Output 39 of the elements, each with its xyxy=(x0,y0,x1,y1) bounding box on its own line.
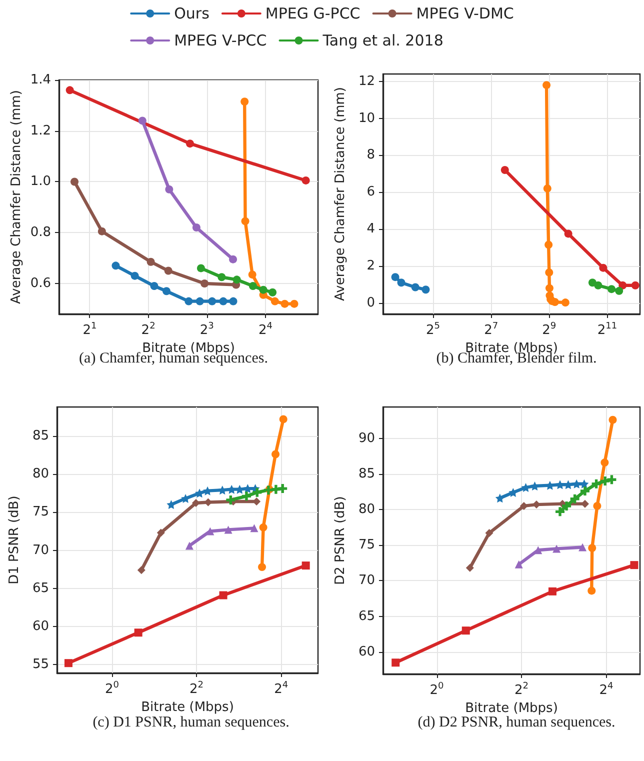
y-axis-title: Average Chamfer Distance (mm) xyxy=(333,87,348,301)
y-tick-label: 2 xyxy=(366,258,375,274)
y-tick-label: 8 xyxy=(366,148,375,163)
y-tick-label: 80 xyxy=(32,466,49,482)
x-axis-title: Bitrate (Mbps) xyxy=(465,700,558,716)
legend-label: MPEG G-PCC xyxy=(265,4,360,22)
y-tick-label: 1.0 xyxy=(30,174,51,190)
y-tick-label: 0.6 xyxy=(30,276,51,291)
y-tick-label: 4 xyxy=(366,222,375,237)
legend-label: Tang et al. 2018 xyxy=(322,32,444,50)
y-axis-title: Average Chamfer Distance (mm) xyxy=(9,90,24,304)
legend-label: Ours xyxy=(174,4,210,22)
y-tick-label: 65 xyxy=(358,608,375,624)
y-tick-label: 10 xyxy=(358,110,375,126)
text: (d) D2 PSNR, human sequences. xyxy=(418,714,616,730)
y-tick-label: 6 xyxy=(366,184,375,200)
y-tick-label: 12 xyxy=(358,74,375,89)
y-tick-label: 60 xyxy=(358,644,375,660)
text: (c) D1 PSNR, human sequences. xyxy=(92,714,290,730)
y-tick-label: 75 xyxy=(32,504,49,520)
legend-label: MPEG V-DMC xyxy=(416,4,514,22)
y-tick-label: 55 xyxy=(32,657,49,672)
x-axis-title: Bitrate (Mbps) xyxy=(141,700,234,715)
y-tick-label: 0.8 xyxy=(30,225,51,240)
y-tick-label: 80 xyxy=(358,502,375,518)
y-tick-label: 60 xyxy=(32,619,49,634)
y-tick-label: 1.2 xyxy=(30,123,51,138)
y-tick-label: 85 xyxy=(32,428,49,444)
y-tick-label: 0 xyxy=(366,295,375,310)
y-tick-label: 70 xyxy=(358,573,375,588)
legend-label: MPEG V-PCC xyxy=(174,32,267,50)
y-axis-title: D1 PSNR (dB) xyxy=(7,496,22,584)
y-axis-title: D2 PSNR (dB) xyxy=(333,496,348,585)
y-tick-label: 65 xyxy=(32,580,49,596)
y-tick-label: 1.4 xyxy=(30,72,51,88)
y-tick-label: 75 xyxy=(358,538,375,553)
y-tick-label: 85 xyxy=(358,466,375,482)
y-tick-label: 90 xyxy=(358,430,375,446)
y-tick-label: 70 xyxy=(32,542,49,558)
